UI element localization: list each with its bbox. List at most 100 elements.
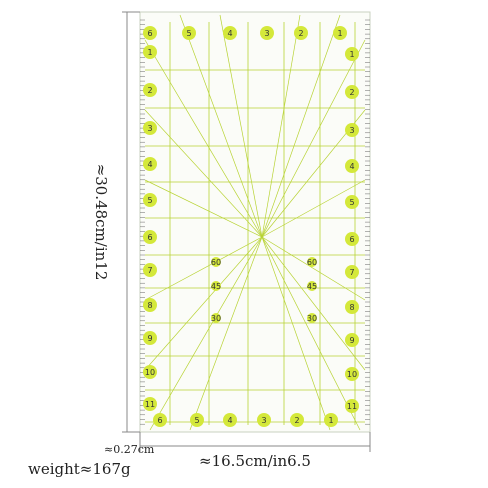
ray [189,236,263,431]
ruler-number: 4 [349,162,354,171]
number-dot [143,263,157,277]
ruler-number: 2 [294,416,299,425]
number-dot [223,413,237,427]
ray [261,236,366,371]
number-dot [345,300,359,314]
ruler-number: 3 [349,126,354,135]
ruler-number: 45 [307,282,317,291]
ruler-number: 60 [211,258,221,267]
number-dot [307,281,317,291]
number-dot [143,230,157,244]
ray [261,236,361,431]
number-dot [307,257,317,267]
ruler-number: 6 [349,235,354,244]
dimension-lines [122,11,371,452]
ruler-number: 5 [349,198,354,207]
ruler-number: 6 [147,29,152,38]
ray [149,236,263,431]
number-dot [190,413,204,427]
number-dot [143,331,157,345]
width-label: ≈16.5cm/in6.5 [199,452,311,470]
number-dot [345,232,359,246]
ruler-number: 6 [147,233,152,242]
ruler-number: 2 [147,86,152,95]
ruler-body [139,11,371,433]
number-dot [345,159,359,173]
ruler-number: 8 [349,303,354,312]
number-dot [257,413,271,427]
number-dot [143,83,157,97]
number-dot [143,193,157,207]
ray [261,39,366,238]
ruler-number: 1 [337,29,342,38]
thickness-label: ≈0.27cm [104,443,155,456]
ruler-number: 5 [194,416,199,425]
number-dot [223,26,237,40]
number-dot [324,413,338,427]
ruler-number: 8 [147,301,152,310]
number-dot [182,26,196,40]
number-dot [153,413,167,427]
ruler-number: 2 [349,88,354,97]
ruler-number: 30 [211,314,221,323]
ruler-number: 11 [347,402,357,411]
ray [144,39,263,238]
ruler-number: 45 [211,282,221,291]
ruler-number: 10 [347,370,357,379]
ruler-number: 7 [349,268,354,277]
number-dot [345,399,359,413]
ruler-number: 3 [261,416,266,425]
number-dot [307,313,317,323]
ruler-number: 30 [307,314,317,323]
ruler-number: 1 [147,48,152,57]
number-dot [143,121,157,135]
number-dot [345,265,359,279]
ruler-number: 11 [145,400,155,409]
number-dot [211,257,221,267]
ruler-number: 4 [227,29,232,38]
ray [261,236,366,301]
number-dot [345,47,359,61]
number-dot [290,413,304,427]
number-dot [345,123,359,137]
ruler-number: 4 [227,416,232,425]
number-dot [345,333,359,347]
ruler-number: 1 [349,50,354,59]
number-dot [211,281,221,291]
number-dot [345,367,359,381]
ray [261,14,301,238]
ray [144,109,263,238]
ruler-grid [140,14,370,431]
ruler-number: 9 [147,334,152,343]
ruler-number: 4 [147,160,152,169]
ray [261,14,341,238]
ruler-number: 3 [264,29,269,38]
height-label: ≈30.48cm/in12 [92,164,110,281]
ruler-numbers: 6 5 4 3 2 16 5 4 3 2 11234567891011123456789101160… [143,26,359,427]
ray [261,236,331,431]
number-dot [345,85,359,99]
number-dot [143,397,157,411]
number-dot [211,313,221,323]
number-dot [143,26,157,40]
number-dot [143,45,157,59]
ray [144,179,263,238]
ray [144,236,263,301]
number-dot [143,365,157,379]
ruler-number: 9 [349,336,354,345]
ruler-number: 1 [328,416,333,425]
ray [179,14,263,238]
ruler-number: 60 [307,258,317,267]
ray [219,14,263,238]
weight-label: weight≈167g [28,460,131,478]
number-dot [143,298,157,312]
ruler-number: 2 [298,29,303,38]
number-dot [260,26,274,40]
ruler-number: 10 [145,368,155,377]
ray [261,179,366,238]
number-dot [143,157,157,171]
ruler-number: 6 [157,416,162,425]
ruler-number: 7 [147,266,152,275]
number-dot [345,195,359,209]
